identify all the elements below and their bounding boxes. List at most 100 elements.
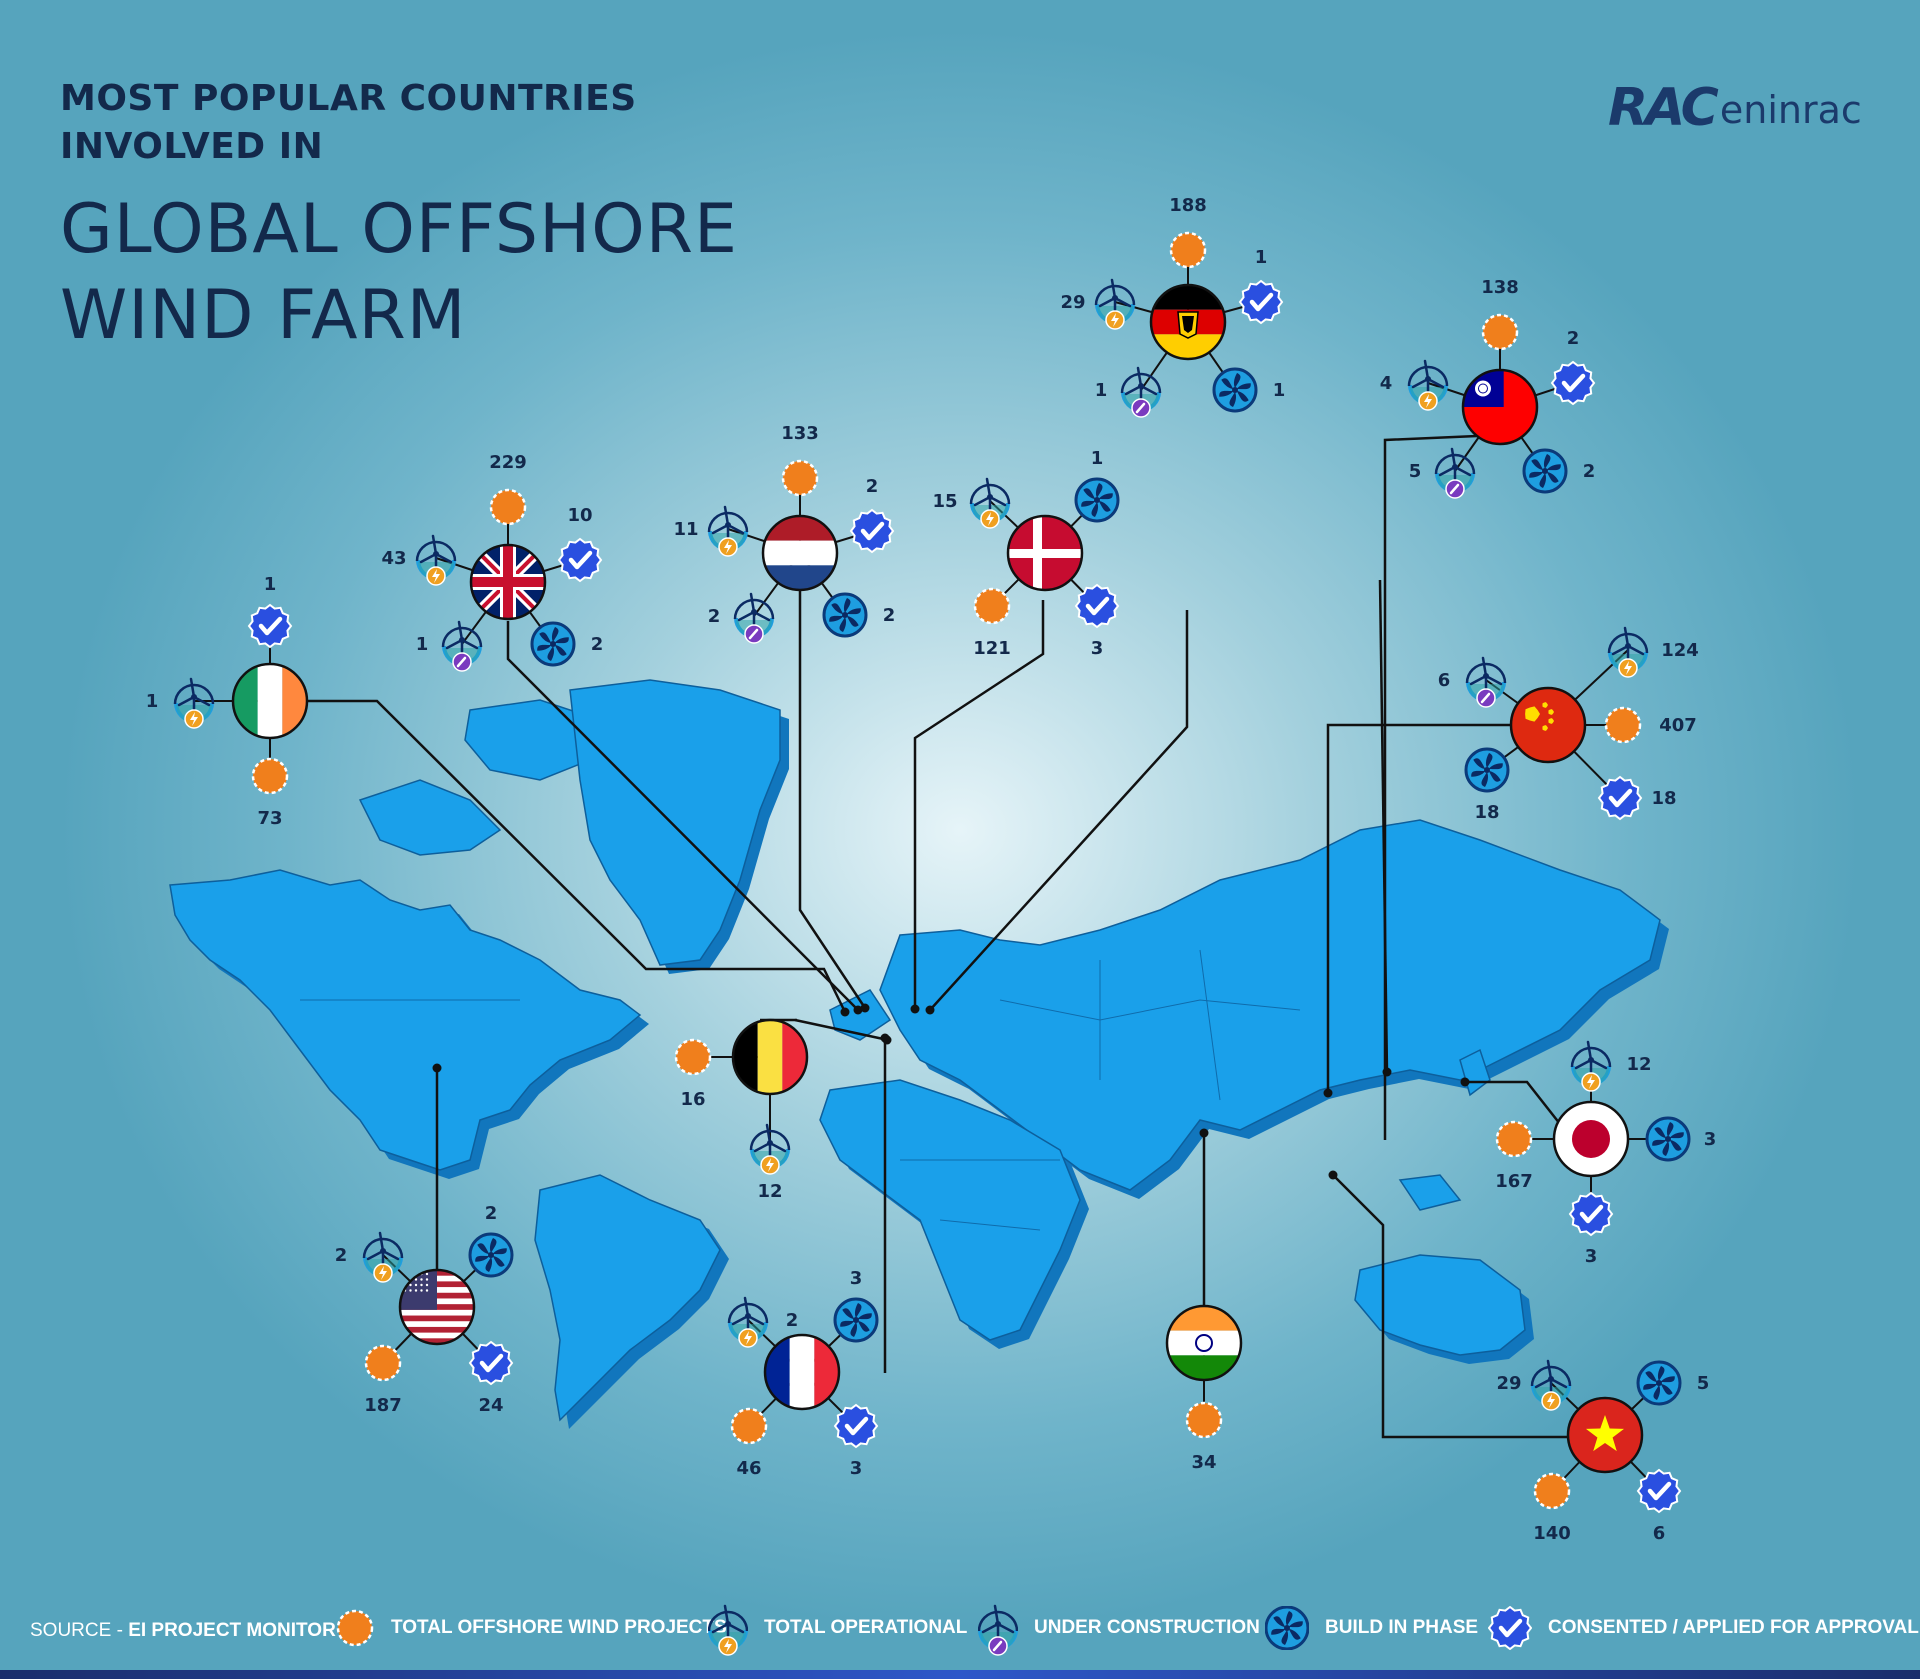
legend-consented: CONSENTED / APPLIED FOR APPROVAL bbox=[1488, 1600, 1919, 1656]
uk-build-in-icon bbox=[530, 621, 576, 667]
france-build-in-icon bbox=[833, 1297, 879, 1343]
taiwan-total-value: 138 bbox=[1481, 277, 1519, 298]
usa-consented-icon bbox=[468, 1340, 514, 1386]
japan-operational-icon bbox=[1570, 1040, 1612, 1092]
taiwan-construction-value: 5 bbox=[1409, 461, 1422, 482]
uk-consented-value: 10 bbox=[567, 505, 592, 526]
netherlands-build-in-value: 2 bbox=[883, 605, 896, 626]
china-build-in-icon bbox=[1464, 747, 1510, 793]
bottom-bar bbox=[0, 1670, 1920, 1679]
taiwan-total-icon bbox=[1481, 313, 1519, 351]
legend-build-in-phase-label: BUILD IN PHASE bbox=[1325, 1617, 1479, 1638]
netherlands-operational-icon bbox=[707, 505, 749, 557]
france-consented-value: 3 bbox=[850, 1458, 863, 1479]
fan-icon bbox=[1265, 1606, 1309, 1650]
ireland-operational-icon bbox=[173, 677, 215, 729]
japan-build-in-value: 3 bbox=[1704, 1129, 1717, 1150]
germany-construction-value: 1 bbox=[1095, 380, 1108, 401]
china-operational-value: 124 bbox=[1661, 640, 1699, 661]
japan-operational-value: 12 bbox=[1626, 1054, 1651, 1075]
vietnam-operational-value: 29 bbox=[1496, 1373, 1521, 1394]
legend-consented-label: CONSENTED / APPLIED FOR APPROVAL bbox=[1548, 1617, 1919, 1638]
netherlands-operational-value: 11 bbox=[673, 519, 698, 540]
china-consented-value: 18 bbox=[1651, 788, 1676, 809]
denmark-build-in-icon bbox=[1074, 477, 1120, 523]
taiwan-build-in-icon bbox=[1522, 448, 1568, 494]
title-block: MOST POPULAR COUNTRIES INVOLVED IN GLOBA… bbox=[60, 75, 738, 359]
india-total-value: 34 bbox=[1191, 1452, 1216, 1473]
ireland-total-icon bbox=[251, 757, 289, 795]
usa-total-icon bbox=[364, 1344, 402, 1382]
ireland-consented-value: 1 bbox=[264, 574, 277, 595]
usa-consented-value: 24 bbox=[478, 1395, 503, 1416]
uk-construction-value: 1 bbox=[416, 634, 429, 655]
landmass-south-america bbox=[534, 1174, 721, 1422]
germany-consented-value: 1 bbox=[1255, 247, 1268, 268]
uk-operational-value: 43 bbox=[381, 548, 406, 569]
denmark-operational-icon bbox=[969, 477, 1011, 529]
source-value: EI PROJECT MONITOR bbox=[128, 1620, 336, 1641]
netherlands-build-in-icon bbox=[822, 592, 868, 638]
country-netherlands: 133 2 11 2 2 bbox=[673, 423, 896, 644]
usa-operational-value: 2 bbox=[335, 1245, 348, 1266]
netherlands-consented-value: 2 bbox=[866, 476, 879, 497]
china-construction-icon bbox=[1465, 656, 1507, 708]
usa-build-in-icon bbox=[468, 1232, 514, 1278]
legend-total-operational: TOTAL OPERATIONAL bbox=[708, 1600, 967, 1656]
japan-consented-value: 3 bbox=[1585, 1246, 1598, 1267]
china-total-icon bbox=[1604, 706, 1642, 744]
ireland-consented-icon bbox=[247, 603, 293, 649]
country-taiwan: 138 2 4 5 2 bbox=[1380, 277, 1595, 499]
japan-total-value: 167 bbox=[1495, 1171, 1533, 1192]
uk-total-icon bbox=[489, 488, 527, 526]
uk-consented-icon bbox=[557, 537, 603, 583]
china-construction-value: 6 bbox=[1438, 670, 1451, 691]
legend-under-construction: UNDER CONSTRUCTION bbox=[978, 1600, 1260, 1656]
germany-consented-icon bbox=[1238, 279, 1284, 325]
ireland-total-value: 73 bbox=[257, 808, 282, 829]
landmass-north-america bbox=[169, 869, 642, 1171]
country-japan: 12 167 3 3 bbox=[1495, 1040, 1717, 1267]
netherlands-total-icon bbox=[781, 459, 819, 497]
belgium-operational-icon bbox=[749, 1123, 791, 1175]
title-line-4: WIND FARM bbox=[60, 276, 467, 355]
title-line-2: INVOLVED IN bbox=[60, 126, 324, 167]
vietnam-total-value: 140 bbox=[1533, 1523, 1571, 1544]
landmass-greenland bbox=[569, 679, 781, 966]
netherlands-total-value: 133 bbox=[781, 423, 819, 444]
france-total-icon bbox=[730, 1407, 768, 1445]
vietnam-consented-value: 6 bbox=[1653, 1523, 1666, 1544]
belgium-operational-value: 12 bbox=[757, 1181, 782, 1202]
germany-operational-icon bbox=[1094, 278, 1136, 330]
usa-total-value: 187 bbox=[364, 1395, 402, 1416]
country-ireland: 1 1 73 bbox=[146, 574, 309, 829]
france-build-in-value: 3 bbox=[850, 1268, 863, 1289]
germany-build-in-value: 1 bbox=[1273, 380, 1286, 401]
country-france: 2 3 46 3 bbox=[727, 1268, 879, 1479]
source-label: SOURCE - bbox=[30, 1620, 129, 1641]
total-projects-icon bbox=[336, 1609, 374, 1647]
taiwan-construction-icon bbox=[1434, 447, 1476, 499]
denmark-consented-icon bbox=[1074, 583, 1120, 629]
operational-turbine-icon bbox=[708, 1604, 748, 1656]
denmark-total-value: 121 bbox=[973, 638, 1011, 659]
denmark-build-in-value: 1 bbox=[1091, 448, 1104, 469]
japan-total-icon bbox=[1495, 1120, 1533, 1158]
logo-eninrac: eninrac bbox=[1719, 88, 1862, 132]
country-china: 124 6 407 18 18 bbox=[1438, 626, 1699, 823]
taiwan-operational-value: 4 bbox=[1380, 373, 1393, 394]
france-total-value: 46 bbox=[736, 1458, 761, 1479]
india-total-icon bbox=[1185, 1401, 1223, 1439]
usa-operational-icon bbox=[362, 1231, 404, 1283]
germany-total-icon bbox=[1169, 231, 1207, 269]
netherlands-construction-icon bbox=[733, 592, 775, 644]
france-operational-icon bbox=[727, 1296, 769, 1348]
denmark-operational-value: 15 bbox=[932, 491, 957, 512]
taiwan-operational-icon bbox=[1407, 359, 1449, 411]
legend-under-construction-label: UNDER CONSTRUCTION bbox=[1034, 1617, 1260, 1638]
country-india: 34 bbox=[1165, 1304, 1243, 1473]
connector-lines bbox=[307, 433, 1570, 1439]
legend-total-operational-label: TOTAL OPERATIONAL bbox=[764, 1617, 968, 1638]
